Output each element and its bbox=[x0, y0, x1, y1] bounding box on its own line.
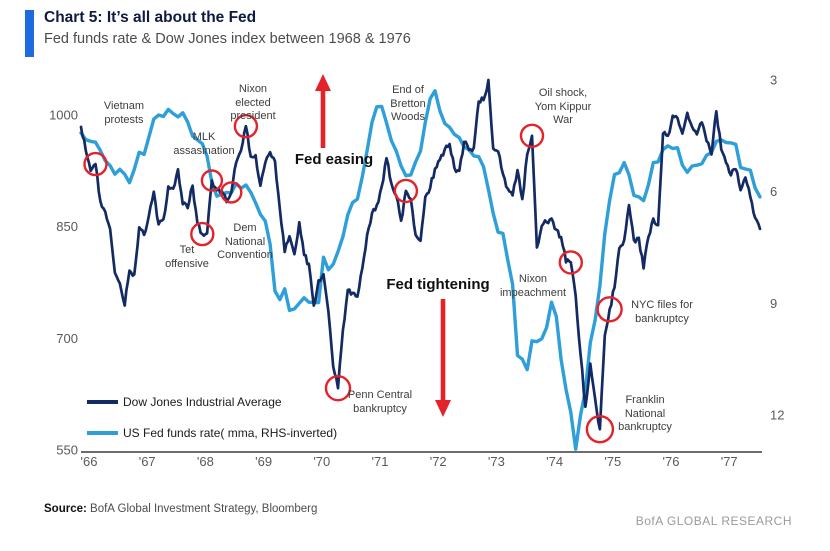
left-tick-700: 700 bbox=[56, 331, 78, 346]
vietnam-protests-circle bbox=[83, 151, 108, 177]
oil-shock-yom-kippur-war-circle bbox=[519, 123, 545, 149]
legend-label-fed-funds: US Fed funds rate( mma, RHS-inverted) bbox=[123, 426, 338, 440]
legend-item-dow-jones: Dow Jones Industrial Average bbox=[87, 394, 337, 410]
x-tick-69: '69 bbox=[255, 454, 272, 469]
right-tick-6: 6 bbox=[770, 184, 777, 199]
x-tick-72: '72 bbox=[430, 454, 447, 469]
penn-central-bankruptcy-circle bbox=[324, 375, 352, 402]
fed-tightening-arrow bbox=[435, 299, 451, 417]
left-tick-1000: 1000 bbox=[49, 108, 78, 123]
x-tick-75: '75 bbox=[604, 454, 621, 469]
legend-item-fed-funds: US Fed funds rate( mma, RHS-inverted) bbox=[87, 425, 337, 441]
page-title: Chart 5: It’s all about the Fed bbox=[44, 9, 257, 26]
x-tick-76: '76 bbox=[663, 454, 680, 469]
title-accent-bar bbox=[25, 10, 34, 57]
x-tick-68: '68 bbox=[197, 454, 214, 469]
right-tick-9: 9 bbox=[770, 296, 777, 311]
legend: Dow Jones Industrial Average US Fed fund… bbox=[87, 394, 337, 456]
dem-national-convention-label: Dem National Convention bbox=[217, 222, 273, 261]
mlk-assasination-circle bbox=[200, 169, 224, 192]
mlk-assasination-label: MLK assasination bbox=[173, 131, 235, 157]
vietnam-protests-label: Vietnam protests bbox=[103, 100, 145, 126]
penn-central-bankruptcy-label: Penn Central bankruptcy bbox=[347, 389, 413, 415]
franklin-national-bankruptcy-label: Franklin National bankruptcy bbox=[618, 394, 672, 433]
end-of-bretton-woods-circle bbox=[393, 178, 419, 204]
nixon-impeachment-circle bbox=[558, 250, 583, 275]
x-tick-71: '71 bbox=[372, 454, 389, 469]
bofa-global-research-watermark: BofA GLOBAL RESEARCH bbox=[635, 514, 792, 528]
fed-funds-line-swatch bbox=[87, 431, 118, 435]
tet-offensive-label: Tet offensive bbox=[165, 244, 209, 270]
x-tick-70: '70 bbox=[313, 454, 330, 469]
right-tick-3: 3 bbox=[770, 73, 777, 88]
x-tick-77: '77 bbox=[721, 454, 738, 469]
chart-subtitle: Fed funds rate & Dow Jones index between… bbox=[44, 31, 411, 47]
x-tick-74: '74 bbox=[546, 454, 563, 469]
nixon-elected-president-label: Nixon elected president bbox=[230, 83, 276, 122]
source-label: Source: bbox=[44, 503, 87, 515]
source-line: Source: BofA Global Investment Strategy,… bbox=[44, 503, 317, 515]
nyc-files-for-bankruptcy-circle bbox=[596, 296, 623, 323]
nixon-impeachment-label: Nixon impeachment bbox=[499, 273, 567, 299]
x-tick-67: '67 bbox=[139, 454, 156, 469]
x-tick-73: '73 bbox=[488, 454, 505, 469]
source-text: BofA Global Investment Strategy, Bloombe… bbox=[90, 503, 318, 515]
dem-national-convention-circle bbox=[220, 181, 243, 204]
legend-label-dow-jones: Dow Jones Industrial Average bbox=[123, 395, 282, 409]
left-tick-550: 550 bbox=[56, 443, 78, 458]
nyc-files-for-bankruptcy-label: NYC files for bankruptcy bbox=[631, 299, 693, 325]
x-tick-66: '66 bbox=[81, 454, 98, 469]
tet-offensive-circle bbox=[190, 221, 215, 247]
fed-funds-rate-line bbox=[79, 89, 762, 451]
franklin-national-bankruptcy-circle bbox=[585, 415, 615, 444]
dow-jones-line-swatch bbox=[87, 400, 118, 404]
left-tick-850: 850 bbox=[56, 219, 78, 234]
oil-shock-yom-kippur-war-label: Oil shock, Yom Kippur War bbox=[534, 87, 592, 126]
end-of-bretton-woods-label: End of Bretton Woods bbox=[390, 84, 426, 123]
dow-jones-line bbox=[79, 78, 762, 431]
right-tick-12: 12 bbox=[770, 408, 784, 423]
fed-easing-label: Fed easing bbox=[294, 151, 374, 168]
nixon-elected-president-circle bbox=[233, 113, 259, 139]
fed-tightening-label: Fed tightening bbox=[386, 276, 490, 293]
fed-easing-arrow bbox=[315, 74, 331, 148]
